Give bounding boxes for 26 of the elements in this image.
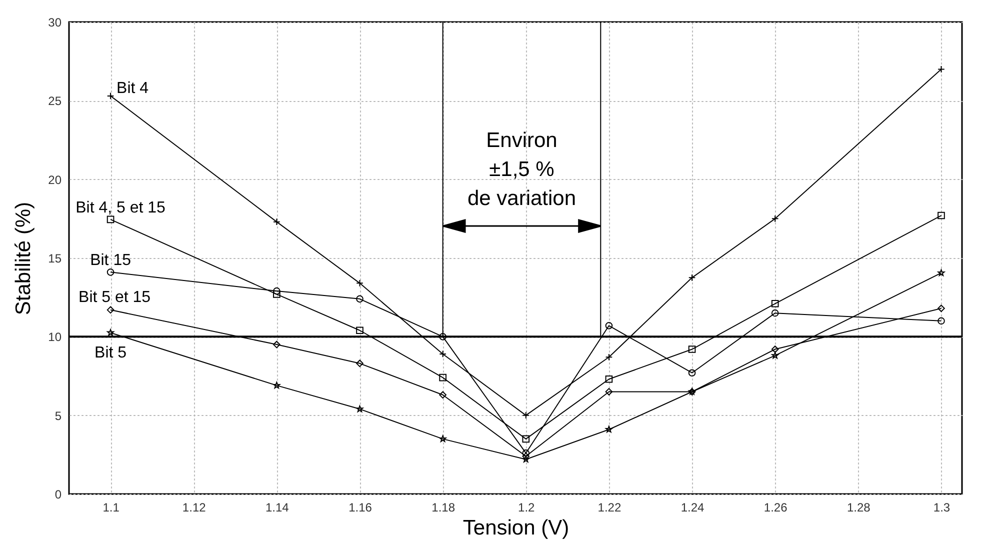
series-label: Bit 5 et 15 [78,288,151,306]
y-tick-label: 10 [48,330,62,344]
x-tick-label: 1.28 [846,500,871,514]
y-tick-label: 5 [54,408,62,423]
series-label: Bit 4, 5 et 15 [76,199,166,216]
x-tick-label: 1.3 [933,500,950,514]
x-tick-label: 1.14 [265,500,290,514]
x-tick-label: 1.26 [764,500,788,514]
series-label: Bit 4 [116,80,149,97]
x-tick-label: 1.24 [680,500,705,514]
y-tick-label: 30 [48,16,62,30]
x-tick-label: 1.16 [348,500,372,514]
y-tick-label: 0 [54,488,62,502]
series-label: Bit 5 [94,344,127,362]
x-axis-title: Tension (V) [462,516,570,540]
x-tick-label: 1.18 [432,500,456,514]
y-tick-label: 15 [48,252,62,266]
x-tick-label: 1.12 [182,500,206,514]
y-tick-label: 20 [48,172,62,187]
y-axis-title: Stabilité (%) [12,202,36,316]
x-tick-label: 1.22 [598,500,622,514]
series-label: Bit 15 [90,252,132,270]
x-tick-label: 1.1 [102,500,120,514]
annotation: Environ ±1,5 % de variation [467,129,576,210]
x-tick-label: 1.2 [518,500,536,514]
y-tick-label: 25 [48,94,62,108]
